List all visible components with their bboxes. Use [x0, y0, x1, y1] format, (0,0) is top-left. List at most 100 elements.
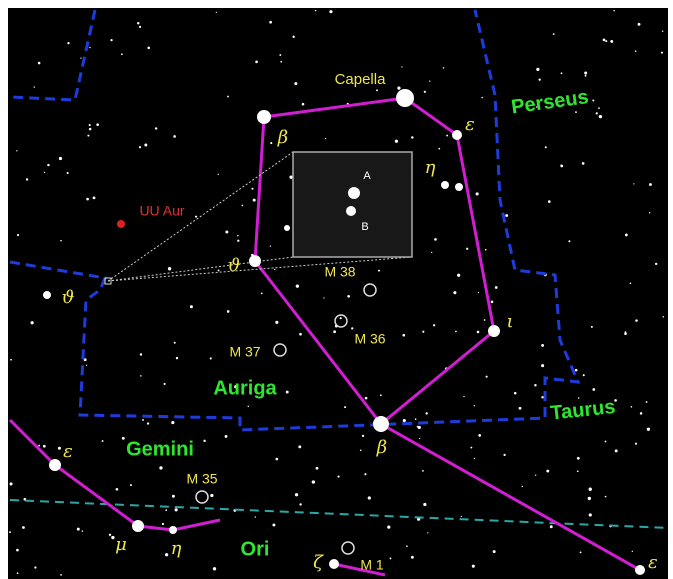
label: B: [361, 221, 368, 233]
faint-star: [475, 192, 479, 196]
faint-star: [588, 513, 592, 517]
star-a: [348, 187, 360, 199]
faint-star: [610, 40, 614, 43]
faint-star: [470, 446, 473, 449]
label: ε: [465, 114, 475, 135]
faint-star: [279, 54, 282, 56]
faint-star: [624, 233, 628, 237]
faint-star: [215, 11, 217, 13]
faint-star: [629, 282, 632, 285]
faint-star: [634, 442, 638, 445]
label: η: [425, 157, 436, 178]
faint-star: [329, 10, 333, 14]
faint-star: [576, 456, 580, 460]
faint-star: [171, 421, 175, 425]
faint-star: [16, 234, 20, 237]
faint-star: [581, 162, 585, 165]
cluster: [334, 314, 348, 328]
faint-star: [255, 60, 258, 64]
faint-star: [217, 173, 219, 176]
faint-star: [294, 493, 299, 497]
faint-star: [86, 364, 88, 366]
faint-star: [280, 60, 283, 63]
faint-star: [38, 444, 41, 447]
boundary: [9, 9, 581, 432]
faint-star: [598, 115, 603, 119]
faint-star: [260, 292, 263, 295]
background-stars: [9, 9, 665, 576]
faint-star: [80, 57, 82, 59]
faint-star: [646, 427, 651, 431]
label: ι: [506, 311, 513, 332]
faint-star: [254, 516, 257, 518]
star: [249, 255, 261, 267]
faint-star: [337, 475, 340, 478]
faint-star: [535, 474, 537, 476]
faint-star: [494, 286, 498, 289]
faint-star: [301, 102, 305, 106]
faint-star: [605, 40, 608, 43]
star: [43, 291, 51, 299]
faint-star: [58, 156, 63, 161]
faint-star: [87, 134, 90, 137]
faint-star: [478, 434, 482, 437]
faint-star: [460, 515, 462, 517]
faint-star: [546, 469, 550, 473]
faint-star: [251, 187, 254, 190]
faint-star: [234, 385, 238, 389]
sky: [8, 8, 668, 579]
faint-star: [241, 204, 244, 207]
faint-star: [92, 196, 96, 200]
faint-star: [138, 146, 142, 149]
faint-star: [592, 388, 596, 391]
faint-star: [485, 375, 488, 378]
faint-star: [247, 405, 249, 408]
faint-star: [16, 150, 18, 152]
faint-star: [110, 38, 113, 42]
faint-star: [630, 406, 633, 408]
faint-star: [81, 530, 84, 532]
faint-star: [364, 473, 367, 476]
faint-star: [614, 399, 617, 402]
faint-star: [654, 262, 658, 266]
faint-star: [552, 33, 555, 35]
faint-star: [269, 245, 272, 247]
faint-star: [111, 535, 115, 540]
faint-star: [476, 330, 480, 334]
faint-star: [22, 526, 25, 529]
label: M 37: [229, 344, 260, 360]
faint-star: [397, 86, 401, 90]
faint-star: [492, 550, 496, 554]
faint-star: [575, 111, 577, 114]
faint-star: [129, 484, 132, 487]
zoom-line: [107, 151, 294, 282]
faint-star: [101, 440, 104, 442]
faint-star: [660, 51, 663, 54]
label: ϑ: [62, 287, 75, 308]
faint-star: [347, 294, 351, 298]
faint-star: [604, 440, 607, 443]
faint-star: [423, 502, 427, 507]
faint-star: [587, 496, 592, 501]
label: M 38: [324, 264, 355, 280]
label: M 35: [186, 471, 217, 487]
faint-star: [463, 395, 465, 398]
faint-star: [431, 251, 433, 254]
faint-star: [43, 171, 46, 174]
faint-star: [217, 269, 220, 272]
faint-star: [299, 503, 302, 506]
faint-star: [210, 493, 214, 498]
faint-star: [33, 86, 35, 88]
faint-star: [224, 434, 228, 438]
faint-star: [560, 164, 564, 168]
faint-star: [536, 67, 540, 71]
faint-star: [167, 267, 172, 271]
faint-star: [590, 325, 593, 328]
star: [329, 559, 339, 569]
faint-star: [484, 248, 487, 251]
faint-star: [471, 564, 475, 568]
faint-star: [595, 112, 598, 115]
faint-star: [237, 239, 240, 242]
faint-star: [584, 74, 587, 77]
